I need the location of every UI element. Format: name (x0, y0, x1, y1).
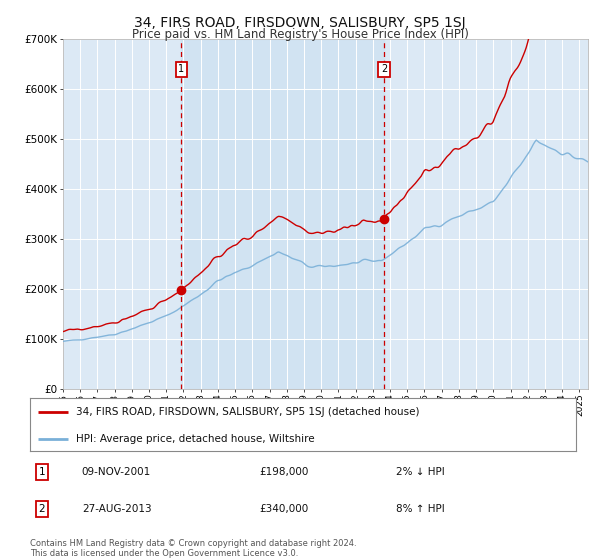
Text: 2% ↓ HPI: 2% ↓ HPI (396, 466, 445, 477)
Text: HPI: Average price, detached house, Wiltshire: HPI: Average price, detached house, Wilt… (76, 434, 315, 444)
Text: 34, FIRS ROAD, FIRSDOWN, SALISBURY, SP5 1SJ: 34, FIRS ROAD, FIRSDOWN, SALISBURY, SP5 … (134, 16, 466, 30)
Text: Price paid vs. HM Land Registry's House Price Index (HPI): Price paid vs. HM Land Registry's House … (131, 28, 469, 41)
Text: 2: 2 (381, 64, 387, 74)
Text: £198,000: £198,000 (259, 466, 308, 477)
Text: 09-NOV-2001: 09-NOV-2001 (82, 466, 151, 477)
Text: 1: 1 (38, 466, 46, 477)
Text: 2: 2 (38, 504, 46, 514)
Text: Contains HM Land Registry data © Crown copyright and database right 2024.
This d: Contains HM Land Registry data © Crown c… (30, 539, 356, 558)
Text: £340,000: £340,000 (259, 504, 308, 514)
Text: 1: 1 (178, 64, 184, 74)
Bar (181, 39, 384, 389)
Text: 8% ↑ HPI: 8% ↑ HPI (396, 504, 445, 514)
Text: 34, FIRS ROAD, FIRSDOWN, SALISBURY, SP5 1SJ (detached house): 34, FIRS ROAD, FIRSDOWN, SALISBURY, SP5 … (76, 407, 420, 417)
Text: 27-AUG-2013: 27-AUG-2013 (82, 504, 151, 514)
